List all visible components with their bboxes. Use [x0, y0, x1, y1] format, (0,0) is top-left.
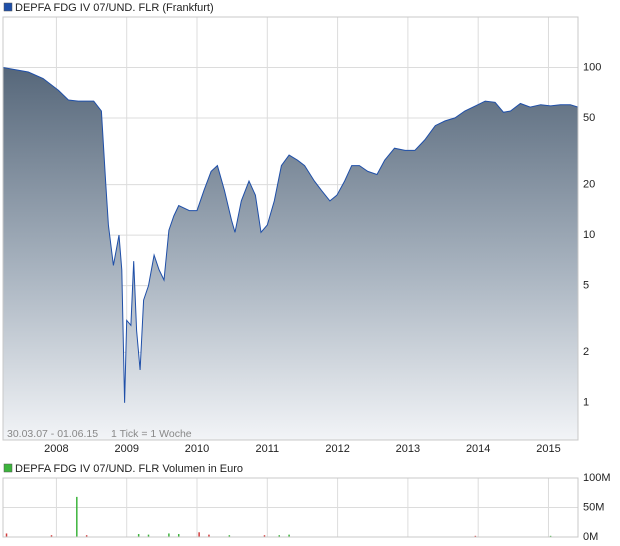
volume-bar	[278, 535, 281, 537]
y-tick-label: 50M	[583, 501, 604, 513]
y-tick-label: 0M	[583, 531, 598, 543]
x-tick-label: 2011	[255, 443, 279, 455]
volume-bar	[288, 534, 290, 537]
volume-bar	[168, 533, 170, 537]
volume-bar	[76, 496, 78, 537]
y-tick-label: 1	[583, 397, 589, 409]
volume-bar	[474, 535, 477, 537]
y-tick-label: 5	[583, 280, 589, 292]
x-tick-label: 2012	[325, 443, 349, 455]
line	[2, 67, 579, 403]
volume-bar	[85, 535, 88, 537]
x-tick-label: 2010	[185, 443, 209, 455]
x-tick-label: 2008	[44, 443, 68, 455]
x-tick-label: 2013	[396, 443, 420, 455]
volume-bar	[263, 535, 266, 537]
volume-bar	[208, 534, 210, 537]
legend-marker	[3, 463, 13, 473]
plot-frame	[2, 16, 579, 441]
volume-bar	[198, 532, 200, 537]
volume-bar	[549, 535, 552, 537]
legend-label: DEPFA FDG IV 07/UND. FLR Volumen in Euro	[15, 463, 243, 475]
x-tick-label: 2015	[536, 443, 560, 455]
volume-bar	[228, 535, 231, 537]
volume-bar	[147, 534, 150, 537]
plot-frame	[2, 477, 579, 538]
volume-bar	[5, 533, 8, 537]
x-tick-label: 2014	[466, 443, 490, 455]
y-tick-label: 100M	[583, 472, 611, 484]
y-tick-label: 10	[583, 229, 595, 241]
annotation: 30.03.07 - 01.06.15	[7, 428, 98, 440]
legend-marker	[3, 2, 13, 12]
x-tick-label: 2009	[114, 443, 138, 455]
legend-label: DEPFA FDG IV 07/UND. FLR (Frankfurt)	[15, 2, 214, 14]
y-tick-label: 2	[583, 346, 589, 358]
y-tick-label: 50	[583, 112, 595, 124]
volume-bar	[177, 534, 180, 537]
area	[3, 67, 578, 440]
volume-bar	[137, 534, 140, 537]
volume-bar	[50, 535, 53, 537]
y-tick-label: 100	[583, 61, 601, 73]
y-tick-label: 20	[583, 179, 595, 191]
annotation: 1 Tick = 1 Woche	[111, 428, 192, 440]
